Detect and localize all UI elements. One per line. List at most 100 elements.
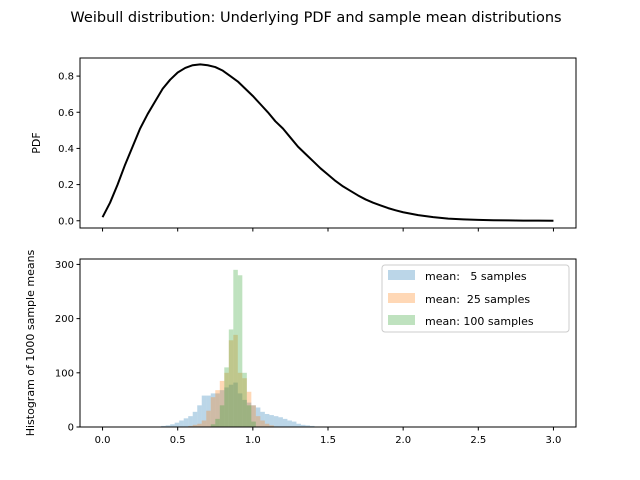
- legend-label-25-samples: mean: 25 samples: [425, 293, 530, 306]
- histogram-bar-5-samples: [224, 387, 229, 427]
- histogram-x-axis: 0.0 0.5 1.0 1.5 2.0 2.5 3.0: [95, 427, 562, 446]
- histogram-bar-25-samples: [197, 423, 202, 427]
- histogram-bar-25-samples: [201, 420, 207, 427]
- histogram-bar-5-samples: [269, 415, 274, 427]
- histogram-bar-25-samples: [219, 380, 225, 427]
- histogram-bar-100-samples: [237, 275, 243, 427]
- pdf-panel: 0.0 0.2 0.4 0.6 0.8 PDF: [30, 57, 577, 232]
- histogram-bar-5-samples: [183, 418, 189, 427]
- legend-label-5-samples: mean: 5 samples: [425, 270, 527, 283]
- histogram-bar-5-samples: [251, 405, 256, 427]
- histogram-x-tick-label: 3.0: [546, 435, 562, 446]
- histogram-bar-25-samples: [206, 410, 211, 427]
- histogram-bar-5-samples: [165, 425, 171, 427]
- histogram-y-tick-label: 300: [55, 260, 74, 271]
- legend-swatch-100-samples: [388, 315, 415, 325]
- histogram-bar-100-samples: [224, 367, 229, 427]
- pdf-panel-frame: [79, 57, 577, 229]
- histogram-bar-100-samples: [246, 405, 252, 427]
- histogram-x-tick-label: 2.5: [470, 435, 486, 446]
- histogram-bar-5-samples: [264, 413, 270, 427]
- histogram-bar-5-samples: [228, 384, 234, 427]
- histogram-bar-5-samples: [219, 390, 225, 427]
- histogram-bar-5-samples: [161, 425, 166, 427]
- histogram-bar-5-samples: [300, 424, 306, 427]
- histogram-bar-100-samples: [228, 329, 234, 427]
- histogram-bar-25-samples: [188, 425, 193, 427]
- histogram-bar-5-samples: [296, 423, 301, 427]
- histogram-bar-25-samples: [228, 340, 234, 427]
- pdf-y-tick-label: 0.0: [58, 216, 74, 227]
- histogram-bar-25-samples: [260, 420, 265, 427]
- pdf-y-tick-label: 0.6: [58, 108, 74, 119]
- histogram-y-axis: 0 100 200 300: [55, 260, 80, 434]
- histogram-x-tick-label: 1.5: [320, 435, 336, 446]
- histogram-bar-5-samples: [233, 382, 238, 427]
- histogram-bar-100-samples: [251, 421, 256, 427]
- histogram-bar-100-samples: [210, 424, 216, 427]
- histogram-bar-5-samples: [287, 420, 292, 427]
- histogram-bar-100-samples: [215, 418, 220, 427]
- histogram-bar-25-samples: [269, 425, 274, 427]
- histogram-bar-5-samples: [246, 402, 252, 427]
- histogram-bar-100-samples: [219, 405, 225, 427]
- histogram-bar-25-samples: [251, 405, 256, 427]
- histogram-legend: mean: 5 samples mean: 25 samples mean: 1…: [381, 264, 570, 333]
- legend-label-100-samples: mean: 100 samples: [425, 315, 534, 328]
- histogram-bar-5-samples: [305, 425, 310, 427]
- histogram-bar-5-samples: [255, 407, 261, 427]
- legend-swatch-5-samples: [388, 270, 415, 280]
- histogram-bar-5-samples: [309, 425, 315, 427]
- histogram-bar-25-samples: [237, 372, 243, 427]
- histogram-bar-5-samples: [237, 393, 243, 427]
- histogram-x-tick-label: 1.0: [245, 435, 261, 446]
- histogram-bar-5-samples: [179, 420, 184, 427]
- histogram-bar-100-samples: [242, 372, 247, 427]
- histogram-bar-25-samples: [242, 378, 247, 427]
- pdf-y-axis-label: PDF: [30, 132, 43, 153]
- pdf-y-axis: 0.0 0.2 0.4 0.6 0.8: [58, 72, 80, 227]
- histogram-y-tick-label: 100: [55, 368, 74, 379]
- histogram-plot-area: [161, 269, 315, 427]
- histogram-bar-25-samples: [233, 334, 238, 427]
- histogram-bar-5-samples: [242, 399, 247, 427]
- pdf-x-axis: [102, 228, 554, 232]
- histogram-panel: 0 100 200 300 0.0 0.5 1.0 1.5 2.0 2.5 3.0 Histogr…: [24, 249, 577, 446]
- histogram-y-tick-label: 200: [55, 314, 74, 325]
- histogram-bar-25-samples: [224, 372, 229, 427]
- histogram-bar-5-samples: [197, 405, 202, 427]
- histogram-bar-25-samples: [264, 423, 270, 427]
- histogram-x-tick-label: 2.0: [395, 435, 411, 446]
- histogram-bar-5-samples: [273, 416, 279, 427]
- histogram-bar-5-samples: [291, 421, 297, 427]
- histogram-y-axis-label: Histogram of 1000 sample means: [24, 249, 37, 436]
- histogram-bar-5-samples: [278, 417, 283, 427]
- histogram-bar-5-samples: [188, 416, 193, 427]
- histogram-bar-25-samples: [215, 390, 220, 427]
- histogram-bar-5-samples: [215, 393, 220, 427]
- pdf-curve: [101, 63, 554, 222]
- histogram-y-tick-label: 0: [68, 423, 74, 434]
- histogram-bar-25-samples: [210, 397, 216, 427]
- pdf-y-tick-label: 0.4: [58, 144, 74, 155]
- histogram-bar-5-samples: [210, 393, 216, 427]
- histogram-bar-5-samples: [192, 411, 198, 427]
- histogram-x-tick-label: 0.0: [95, 435, 111, 446]
- histogram-bar-25-samples: [192, 424, 198, 427]
- histogram-bar-25-samples: [246, 391, 252, 427]
- histogram-bar-5-samples: [174, 422, 180, 427]
- histogram-bar-5-samples: [201, 395, 207, 427]
- histogram-bar-100-samples: [233, 269, 238, 427]
- legend-frame: [381, 264, 570, 333]
- histogram-bar-5-samples: [282, 418, 288, 427]
- histogram-bar-5-samples: [170, 424, 175, 427]
- histogram-bar-25-samples: [255, 416, 261, 427]
- histogram-bar-5-samples: [206, 395, 211, 427]
- histogram-bar-5-samples: [260, 411, 265, 427]
- pdf-plot-area: [101, 63, 554, 222]
- pdf-y-tick-label: 0.8: [58, 72, 74, 83]
- legend-swatch-25-samples: [388, 293, 415, 303]
- pdf-y-tick-label: 0.2: [58, 180, 74, 191]
- figure-title: Weibull distribution: Underlying PDF and…: [70, 10, 561, 26]
